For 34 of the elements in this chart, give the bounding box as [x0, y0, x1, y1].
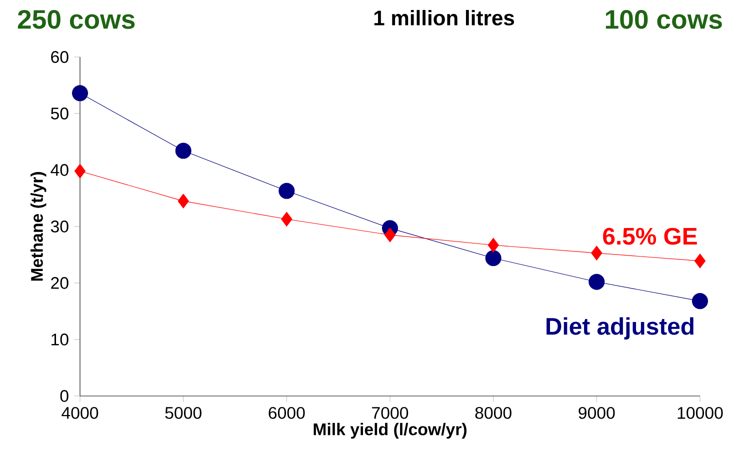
point: [72, 85, 88, 102]
point: [588, 274, 605, 290]
x-tick-label: 4000: [62, 406, 98, 419]
y-tick-label: 20: [51, 277, 68, 289]
text: 250 cows: [18, 10, 135, 29]
point: [178, 194, 189, 208]
y-tick-label: 40: [50, 164, 68, 176]
point: [692, 293, 708, 310]
y-axis-title: Methane (t/yr): [30, 172, 46, 281]
y-tick-label: 30: [50, 220, 68, 232]
y-tick-label: 60: [51, 51, 68, 63]
series-label: Diet adjusted: [546, 317, 694, 340]
y-tick-label: 0: [60, 390, 68, 402]
chart-title: 1 million litres: [374, 10, 514, 26]
point: [384, 228, 396, 242]
x-tick-label: 9000: [578, 406, 615, 419]
x-tick-label: 5000: [165, 406, 202, 419]
point: [278, 182, 295, 199]
point: [175, 142, 192, 159]
point: [485, 250, 502, 266]
point: [591, 246, 602, 260]
point: [694, 254, 706, 268]
point: [488, 238, 499, 252]
x-tick-label: 7000: [372, 406, 408, 419]
y-tick-label: 50: [50, 108, 68, 120]
series-label: 6.5% GE: [603, 228, 697, 245]
text: 100 cows: [606, 10, 722, 29]
x-tick-label: 10000: [678, 406, 723, 419]
point: [74, 164, 86, 178]
x-tick-label: 6000: [268, 406, 305, 419]
x-tick-label: 8000: [475, 406, 512, 419]
x-axis-title: Milk yield (l/cow/yr): [314, 422, 467, 439]
y-tick-label: 10: [52, 334, 68, 346]
point: [281, 212, 292, 226]
